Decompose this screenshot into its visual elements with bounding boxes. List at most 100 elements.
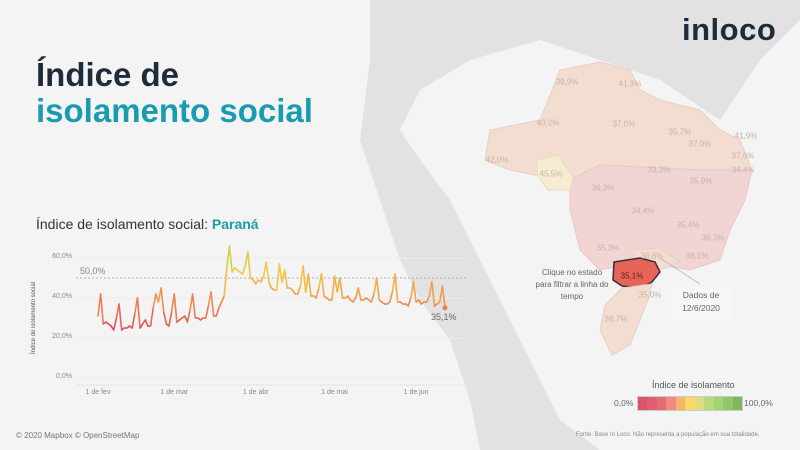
legend-swatch: [713, 397, 724, 410]
legend-swatch: [656, 397, 667, 410]
line-segment: [112, 317, 118, 331]
line-segment: [228, 245, 233, 273]
line-segment: [331, 275, 336, 301]
state-label-ro[interactable]: 45,5%: [539, 169, 563, 179]
state-label-rn[interactable]: 41,9%: [734, 131, 758, 141]
state-label-ap[interactable]: 41,3%: [618, 79, 642, 89]
brazil-north[interactable]: [484, 61, 753, 181]
line-segment: [412, 281, 417, 303]
line-segment: [431, 281, 436, 307]
page-title-line2: isolamento social: [36, 92, 313, 129]
state-label-pa[interactable]: 37,0%: [612, 119, 636, 129]
inloco-logo: inloco: [682, 12, 777, 47]
x-tick-label: 1 de abr: [242, 389, 269, 396]
state-label-rr[interactable]: 39,9%: [555, 77, 579, 87]
state-label-rs[interactable]: 36,7%: [604, 314, 628, 324]
map-attribution[interactable]: © 2020 Mapbox © OpenStreetMap: [16, 431, 140, 440]
state-label-mg[interactable]: 35,4%: [676, 220, 700, 230]
line-segment: [283, 269, 289, 289]
line-segment: [173, 293, 178, 323]
y-axis-label: Índice de isolamento social: [31, 281, 37, 355]
legend-swatch: [685, 397, 695, 410]
chart-title: Índice de isolamento social: Paraná: [36, 216, 259, 232]
line-segment: [152, 293, 157, 309]
line-segment: [247, 251, 252, 279]
line-segment: [265, 261, 270, 283]
line-segment: [162, 311, 168, 325]
y-tick-label: 40,0%: [52, 293, 72, 300]
legend-min: 0,0%: [614, 398, 634, 408]
line-segment: [320, 273, 325, 297]
state-label-am[interactable]: 40,2%: [536, 118, 560, 128]
last-value-label: 35,1%: [431, 311, 457, 322]
state-label-pb[interactable]: 37,6%: [731, 151, 755, 161]
line-segment: [210, 291, 215, 317]
south-america-land: [360, 0, 800, 450]
last-point[interactable]: [442, 305, 448, 311]
page-title-line1: Índice de: [36, 56, 180, 93]
line-segment: [131, 313, 136, 329]
state-label-es[interactable]: 36,3%: [701, 233, 725, 243]
state-label-ce[interactable]: 37,0%: [688, 139, 712, 149]
y-tick-label: 0,0%: [56, 373, 72, 380]
state-label-go[interactable]: 34,4%: [631, 206, 655, 216]
line-segment: [144, 319, 149, 327]
line-segment: [215, 307, 220, 317]
state-label-sp[interactable]: 36,8%: [640, 251, 664, 261]
line-segment: [407, 297, 412, 307]
state-label-ma[interactable]: 35,7%: [668, 127, 692, 137]
line-segment: [333, 275, 339, 293]
source-note: Fonte: Base In Loco. Não representa a po…: [576, 432, 760, 438]
line-segment: [275, 263, 281, 291]
state-label-ba[interactable]: 35,9%: [689, 176, 713, 186]
x-tick-label: 1 de jun: [403, 389, 429, 396]
line-segment: [268, 281, 273, 289]
line-segment: [226, 245, 231, 269]
line-segment: [302, 265, 307, 293]
legend-swatch: [666, 397, 676, 410]
line-segment: [357, 287, 362, 301]
line-segment: [186, 309, 191, 323]
line-segment: [339, 277, 344, 299]
x-tick-label: 1 de mar: [160, 389, 189, 396]
state-label-mt[interactable]: 36,3%: [591, 183, 615, 193]
line-segment: [315, 287, 320, 299]
data-date-note: Dados de 12/6/2020: [672, 287, 730, 321]
line-segment: [149, 307, 155, 327]
legend-swatch: [647, 397, 657, 410]
legend-swatch: [694, 397, 705, 410]
legend-swatch: [638, 397, 648, 410]
state-label-ms[interactable]: 35,3%: [596, 243, 620, 253]
state-ro[interactable]: [536, 154, 574, 191]
reference-line-label: 50,0%: [80, 266, 106, 276]
legend-color-scale: [637, 396, 743, 411]
line-segment: [241, 265, 247, 275]
state-label-ac[interactable]: 42,0%: [485, 155, 509, 165]
state-label-pr[interactable]: 35,1%: [620, 271, 644, 281]
line-segment: [191, 293, 197, 319]
legend-swatch: [732, 397, 742, 410]
chart-title-state: Paraná: [211, 216, 259, 232]
line-segment: [260, 275, 265, 283]
brazil-south[interactable]: [599, 283, 653, 356]
legend-title: Índice de isolamento: [652, 380, 735, 390]
state-label-to[interactable]: 33,3%: [647, 165, 671, 175]
state-pr[interactable]: [612, 257, 661, 289]
state-label-rj[interactable]: 38,1%: [685, 251, 709, 261]
y-tick-label: 20,0%: [52, 333, 72, 340]
legend-max: 100,0%: [744, 398, 773, 408]
line-segment: [99, 293, 105, 325]
line-segment: [118, 303, 123, 331]
state-label-sc[interactable]: 35,0%: [638, 290, 662, 300]
line-segment: [307, 273, 312, 297]
line-segment: [370, 293, 375, 303]
state-label-pe[interactable]: 34,4%: [731, 165, 755, 175]
brazil-center[interactable]: [569, 164, 753, 271]
line-segment: [220, 295, 225, 303]
line-segment: [168, 311, 173, 327]
chart-title-prefix: Índice de isolamento social:: [36, 216, 212, 232]
legend-swatch: [704, 397, 714, 410]
line-segment: [441, 285, 446, 309]
